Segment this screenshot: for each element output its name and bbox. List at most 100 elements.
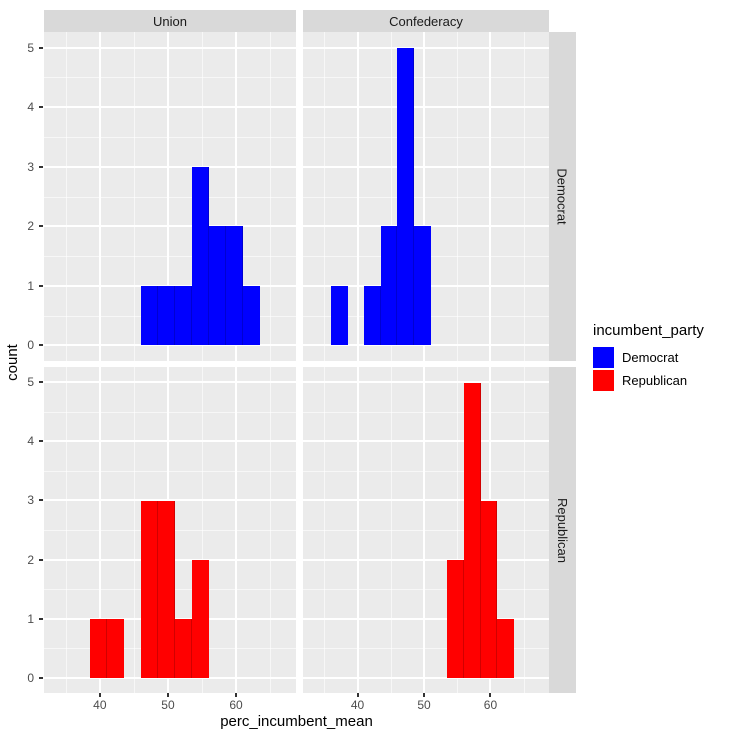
x-tick-mark: [356, 693, 359, 697]
y-tick-label: 5: [27, 375, 34, 390]
legend-key-republican-swatch: [593, 370, 614, 391]
y-tick-mark: [39, 344, 43, 347]
x-tick-label: 50: [161, 698, 175, 712]
y-tick-label: 1: [27, 278, 34, 293]
gridline-major-vertical: [98, 32, 101, 361]
y-tick-mark: [39, 165, 43, 168]
gridline-major-horizontal: [44, 46, 296, 49]
histogram-bar-confederacy-republican: [447, 559, 464, 678]
histogram-bar-confederacy-republican: [480, 500, 498, 678]
facet-strip-republican-label: Republican: [555, 497, 571, 563]
histogram-bar-union-democrat: [225, 226, 243, 346]
histogram-bar-union-democrat: [157, 285, 175, 346]
gridline-minor-vertical: [202, 367, 203, 693]
x-tick-label: 40: [350, 698, 365, 712]
gridline-major-horizontal: [44, 499, 296, 502]
gridline-major-vertical: [423, 32, 425, 361]
gridline-major-horizontal: [303, 499, 549, 502]
facet-strip-union: Union: [44, 10, 296, 32]
y-tick-label: 0: [27, 670, 34, 685]
legend-label-republican: Republican: [622, 373, 688, 388]
gridline-major-horizontal: [303, 106, 549, 109]
y-tick-mark: [39, 284, 43, 287]
gridline-minor-horizontal: [44, 470, 296, 472]
gridline-major-horizontal: [303, 440, 549, 443]
histogram-bar-union-republican: [157, 500, 175, 678]
gridline-major-vertical: [98, 367, 101, 693]
gridline-minor-vertical: [457, 367, 459, 693]
gridline-minor-vertical: [523, 32, 525, 361]
histogram-bar-union-democrat: [140, 285, 158, 346]
gridline-minor-vertical: [133, 367, 135, 693]
facet-strip-democrat-label: Democrat: [555, 168, 571, 225]
gridline-major-vertical: [356, 367, 359, 693]
facet-strip-confederacy: Confederacy: [303, 10, 549, 32]
y-tick-mark: [39, 499, 43, 502]
x-tick-label: 50: [417, 698, 431, 712]
histogram-bar-confederacy-democrat: [414, 226, 431, 346]
histogram-bar-union-democrat: [174, 285, 192, 346]
legend-entry-democrat: Democrat: [593, 347, 704, 368]
y-axis-title: count: [0, 312, 27, 412]
gridline-major-horizontal: [303, 617, 549, 620]
y-tick-mark: [39, 46, 43, 49]
gridline-major-vertical: [166, 32, 169, 361]
gridline-major-vertical: [356, 32, 359, 361]
y-tick-label: 3: [27, 159, 34, 174]
y-axis-ticks-top-row: 0 1 2 3 4 5: [0, 32, 44, 361]
histogram-bar-confederacy-democrat: [330, 285, 348, 346]
histogram-bar-union-republican: [89, 618, 107, 678]
gridline-major-horizontal: [44, 225, 296, 228]
legend-title: incumbent_party: [593, 322, 704, 339]
y-tick-label: 5: [27, 40, 34, 55]
x-axis-title: perc_incumbent_mean: [220, 713, 373, 730]
histogram-bar-confederacy-republican: [463, 382, 481, 678]
gridline-major-horizontal: [303, 558, 549, 561]
gridline-major-horizontal: [303, 676, 549, 679]
gridline-minor-horizontal: [303, 589, 549, 590]
gridline-minor-horizontal: [303, 136, 549, 138]
gridline-minor-horizontal: [303, 530, 549, 531]
gridline-major-vertical: [489, 32, 492, 361]
gridline-minor-vertical: [390, 367, 392, 693]
facet-strip-democrat: Democrat: [549, 32, 576, 361]
gridline-minor-vertical: [324, 32, 326, 361]
gridline-major-horizontal: [44, 106, 296, 109]
y-tick-label: 2: [27, 219, 34, 234]
histogram-bar-union-republican: [191, 559, 209, 678]
y-tick-label: 4: [27, 100, 34, 115]
histogram-bar-confederacy-democrat: [364, 285, 381, 346]
gridline-minor-horizontal: [303, 77, 549, 79]
gridline-minor-vertical: [65, 32, 67, 361]
y-axis-title-text: count: [3, 343, 21, 381]
y-tick-mark: [39, 558, 43, 561]
gridline-major-horizontal: [44, 440, 296, 443]
x-axis-ticks-union: 40 50 60: [44, 693, 296, 717]
gridline-major-horizontal: [303, 46, 549, 49]
y-tick-mark: [39, 617, 43, 620]
gridline-minor-horizontal: [44, 77, 296, 79]
x-tick-label: 60: [483, 698, 498, 712]
y-tick-label: 0: [27, 338, 34, 353]
histogram-bar-union-republican: [140, 500, 158, 678]
gridline-major-vertical: [423, 367, 425, 693]
gridline-minor-horizontal: [303, 470, 549, 472]
y-tick-mark: [39, 106, 43, 109]
x-tick-mark: [235, 693, 238, 697]
x-tick-mark: [98, 693, 101, 697]
gridline-major-vertical: [235, 367, 238, 693]
gridline-major-horizontal: [44, 381, 296, 384]
gridline-minor-horizontal: [44, 136, 296, 138]
gridline-minor-vertical: [270, 32, 272, 361]
facet-strip-union-label: Union: [153, 13, 187, 29]
panel-confederacy-democrat: [303, 32, 549, 361]
histogram-bar-confederacy-democrat: [397, 47, 415, 346]
gridline-major-horizontal: [303, 165, 549, 168]
legend-key-democrat-swatch: [593, 347, 614, 368]
histogram-bar-confederacy-democrat: [380, 226, 398, 346]
y-tick-mark: [39, 381, 43, 384]
gridline-major-horizontal: [303, 381, 549, 384]
gridline-minor-horizontal: [303, 196, 549, 198]
gridline-minor-horizontal: [44, 196, 296, 198]
